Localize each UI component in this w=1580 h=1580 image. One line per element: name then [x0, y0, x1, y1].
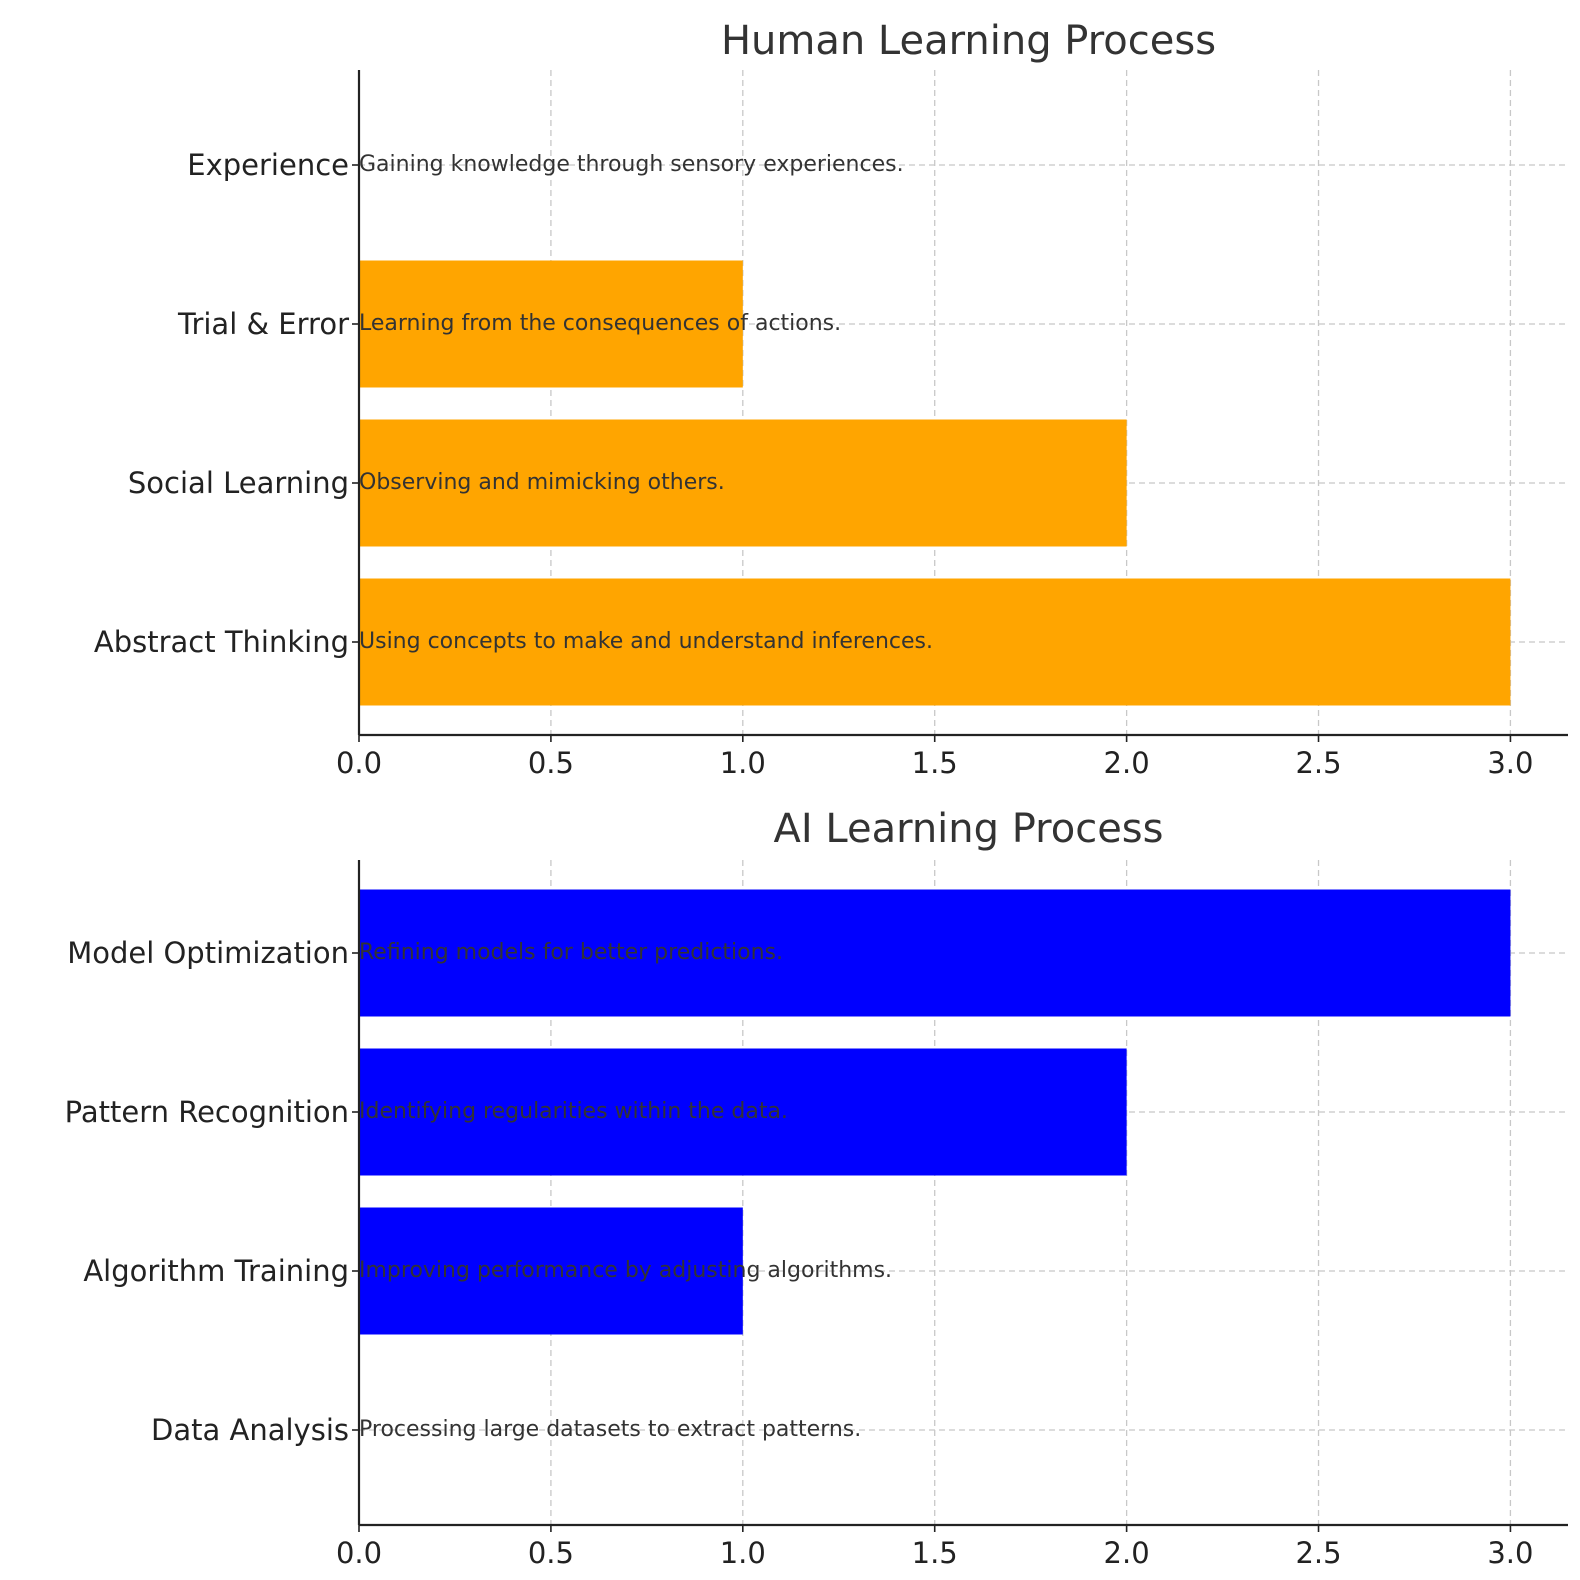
human-learning-chart: Human Learning Process 0.0 0.5 1.0 1.5 2.0 2.5… — [94, 18, 1568, 780]
bar — [359, 1207, 743, 1335]
x-tick-label: 0.0 — [336, 1536, 382, 1570]
x-tick-label: 2.5 — [1295, 746, 1341, 780]
bar-annotation: Refining models for better predictions. — [359, 940, 783, 965]
bar-annotation: Learning from the consequences of action… — [359, 311, 841, 336]
x-tick-label: 2.5 — [1295, 1536, 1341, 1570]
x-tick-label: 1.0 — [720, 746, 766, 780]
chart-title: Human Learning Process — [721, 18, 1216, 64]
x-tick-label: 3.0 — [1487, 746, 1533, 780]
category-label: Experience — [187, 148, 349, 182]
category-label: Algorithm Training — [83, 1254, 349, 1288]
category-label: Data Analysis — [151, 1413, 349, 1447]
x-tick-label: 2.0 — [1104, 1536, 1150, 1570]
ai-learning-chart: AI Learning Process 0.0 0.5 1.0 1.5 2.0 2.5 3.0… — [65, 806, 1568, 1570]
bar-annotation: Processing large datasets to extract pat… — [359, 1417, 861, 1442]
x-tick-label: 0.5 — [528, 1536, 574, 1570]
chart-title: AI Learning Process — [774, 806, 1164, 852]
bar-annotation: Using concepts to make and understand in… — [359, 629, 933, 654]
bar — [359, 419, 1127, 547]
category-label: Pattern Recognition — [65, 1095, 349, 1129]
category-label: Trial & Error — [177, 307, 349, 341]
x-tick-label: 1.0 — [720, 1536, 766, 1570]
bar — [359, 1048, 1127, 1176]
bar — [359, 260, 743, 388]
bar-annotation: Improving performance by adjusting algor… — [359, 1258, 892, 1283]
bar-annotation: Gaining knowledge through sensory experi… — [359, 152, 904, 177]
bar — [359, 578, 1511, 706]
bar — [359, 889, 1511, 1017]
x-tick-label: 2.0 — [1104, 746, 1150, 780]
category-label: Social Learning — [128, 466, 349, 500]
x-tick-label: 3.0 — [1487, 1536, 1533, 1570]
x-tick-label: 1.5 — [912, 746, 958, 780]
category-label: Abstract Thinking — [94, 625, 349, 659]
x-tick-label: 0.5 — [528, 746, 574, 780]
category-label: Model Optimization — [67, 936, 349, 970]
bar-annotation: Identifying regularities within the data… — [359, 1099, 788, 1124]
bar-annotation: Observing and mimicking others. — [359, 470, 725, 495]
x-tick-label: 1.5 — [912, 1536, 958, 1570]
x-tick-label: 0.0 — [336, 746, 382, 780]
